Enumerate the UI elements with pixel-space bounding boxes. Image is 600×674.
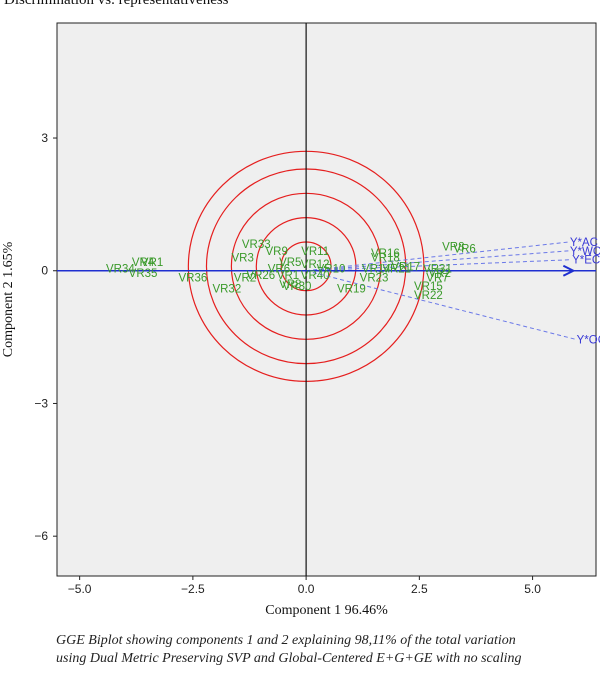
genotype-label: VR8 [442,241,464,253]
genotype-label: VR5 [279,257,301,269]
genotype-label: VR6 [453,244,475,256]
vector-yec [306,259,572,272]
y-tick-label: 0 [41,264,48,278]
genotype-label: VR17 [391,261,420,273]
genotype-label: VR15 [414,281,443,293]
environment-label: Y*OC [577,334,600,346]
genotype-label: VR35 [129,268,158,280]
genotype-label: VR26 [246,270,275,282]
y-tick-label: −6 [34,529,48,543]
genotype-label: VR9 [265,246,287,258]
x-tick-label: 2.5 [411,582,428,596]
environment-label: Y*AC [570,237,598,249]
genotype-label: VR36 [178,272,207,284]
environment-label: Y*WC [570,246,600,258]
figure-caption: GGE Biplot showing components 1 and 2 ex… [56,632,596,668]
caption-line-2: using Dual Metric Preserving SVP and Glo… [56,651,522,666]
genotype-label: VR23 [360,272,389,284]
environment-label: Y*EC [572,255,600,267]
vector-yoc [305,270,576,340]
x-tick-label: 0.0 [298,582,315,596]
caption-line-1: GGE Biplot showing components 1 and 2 ex… [56,633,516,648]
genotype-label: VR12 [301,259,330,271]
environment-vectors [305,241,576,340]
genotype-label: VR8 [279,279,301,291]
genotype-label: VR1 [277,270,299,282]
y-tick-label: −3 [34,396,48,410]
genotype-label: VR4 [132,257,155,269]
zero-axes [57,23,596,576]
genotype-label: VR18 [371,252,400,264]
genotype-label: VR22 [414,290,443,302]
genotype-label: VR31 [423,264,452,276]
x-tick-label: −5.0 [68,582,92,596]
genotype-label: VR21 [382,264,411,276]
y-tick-label: 3 [41,131,48,145]
genotype-label: VR33 [242,239,271,251]
chart-title: Discrimination vs. representativeness [4,0,229,8]
vector-ywc [306,250,569,272]
genotype-label: VR7 [426,272,448,284]
axis-ticks: −5.0 −2.5 0.0 2.5 5.0 3 0 −3 −6 [34,131,541,596]
genotype-label: VR1 [141,257,163,269]
genotype-label: VR2 [429,268,451,280]
x-tick-label: −2.5 [181,582,205,596]
genotype-label: VR32 [212,283,241,295]
x-tick-label: 5.0 [524,582,541,596]
genotype-label: VR40 [301,270,330,282]
axis-arrowhead [562,264,576,277]
genotype-label: VR19 [337,283,366,295]
genotype-label: VR14 [362,264,391,276]
plot-panel [56,22,597,577]
x-axis-label: Component 1 96.46% [265,603,388,618]
genotype-label: VR11 [301,246,329,258]
genotype-label: VR3 [232,252,254,264]
genotype-label: VR30 [283,281,312,293]
genotype-label: VR10 [317,264,346,276]
genotype-label: VR6 [268,264,290,276]
genotype-label: VR34 [106,264,135,276]
vector-yac [306,241,569,272]
genotype-label: VR16 [371,248,400,260]
environment-labels: Y*ACY*WCY*EC Y*OC [570,237,600,346]
y-axis-label: Component 2 1.65% [1,241,16,357]
genotype-label: VR2 [234,272,256,284]
